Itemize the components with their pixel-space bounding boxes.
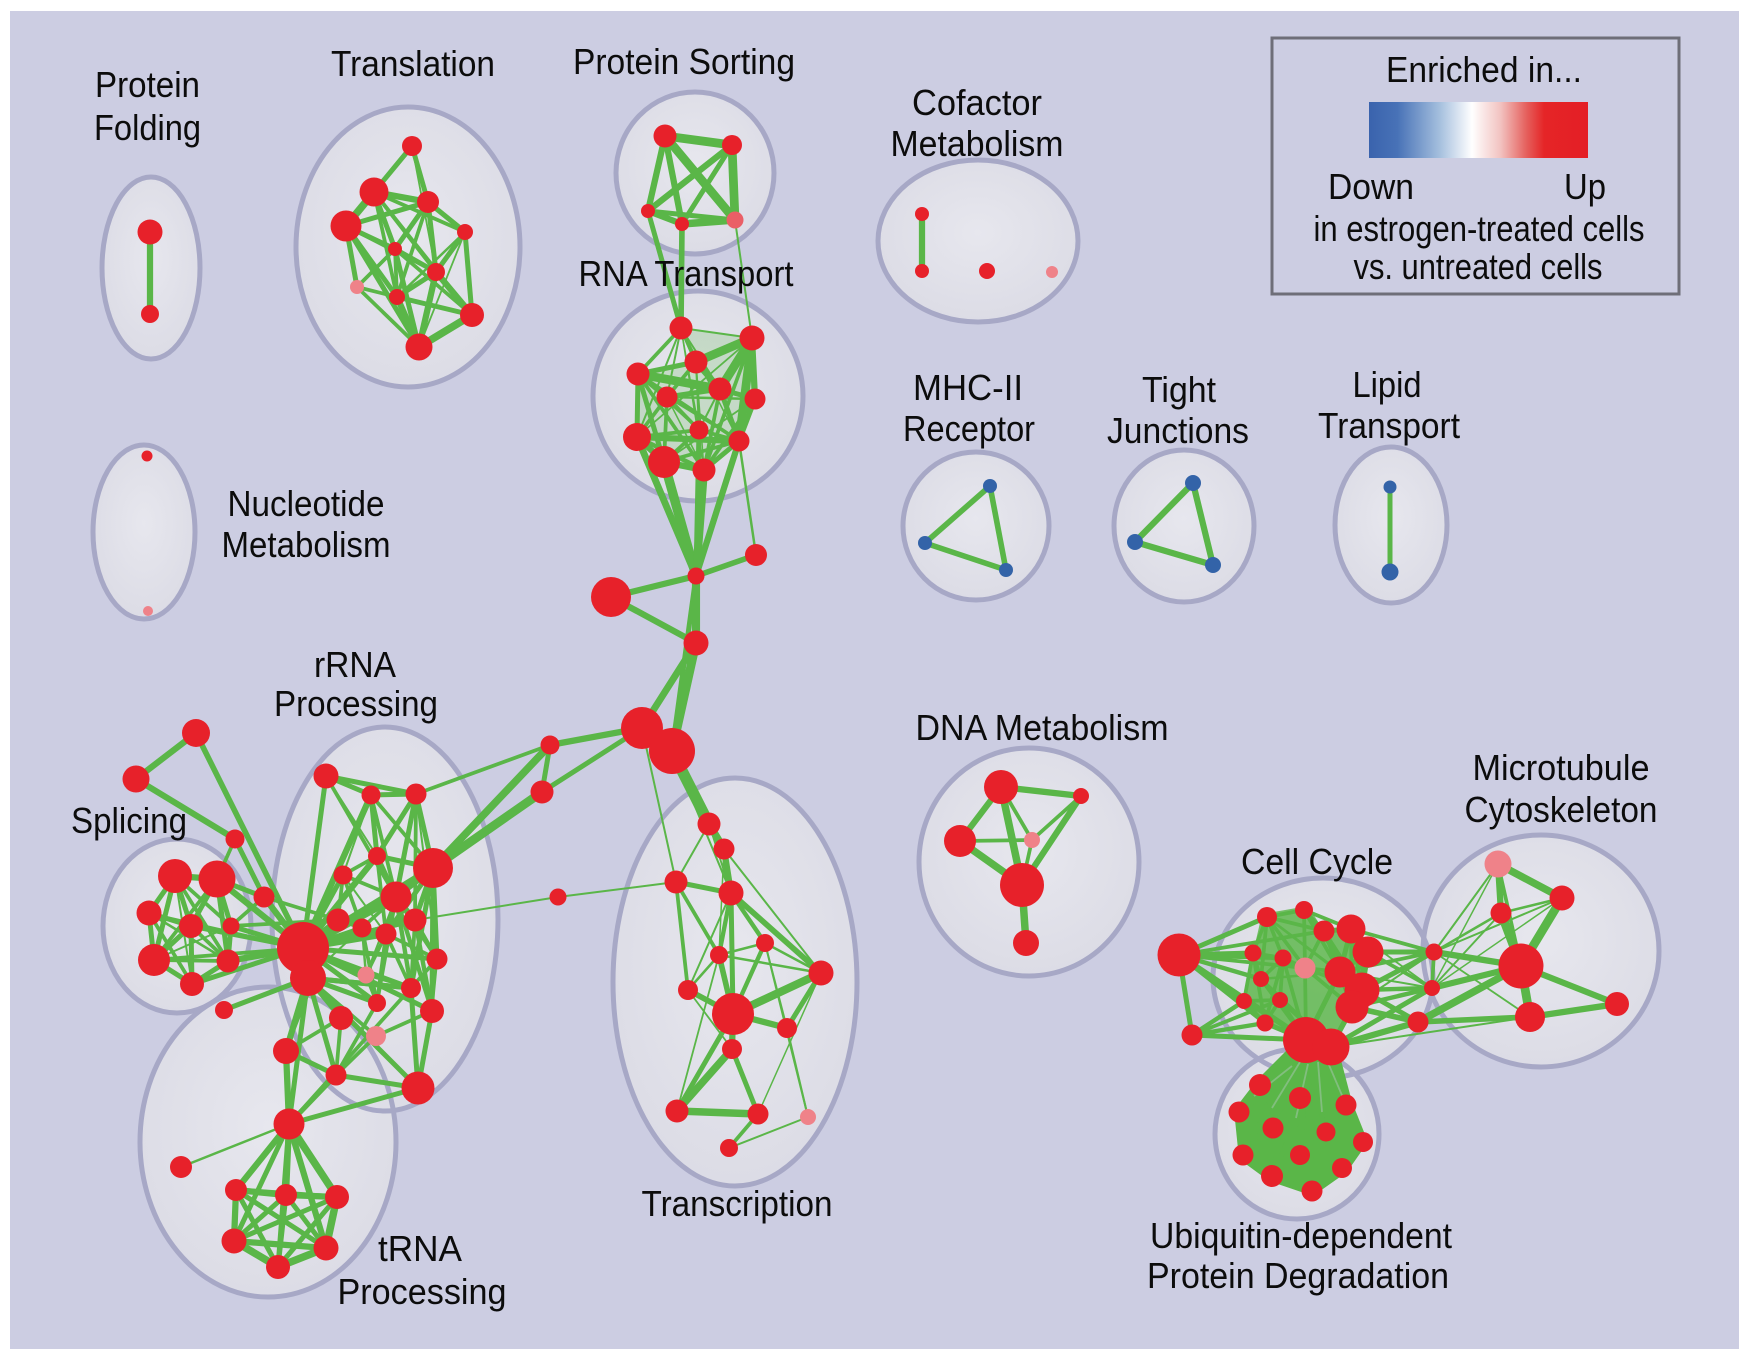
svg-text:Processing: Processing xyxy=(338,1271,507,1312)
svg-text:Cofactor: Cofactor xyxy=(912,82,1042,123)
svg-text:Up: Up xyxy=(1564,166,1606,207)
svg-text:Ubiquitin-dependent: Ubiquitin-dependent xyxy=(1150,1215,1452,1256)
svg-text:Metabolism: Metabolism xyxy=(891,123,1064,164)
svg-text:rRNA: rRNA xyxy=(314,644,396,685)
svg-text:Down: Down xyxy=(1328,166,1414,207)
svg-text:Tight: Tight xyxy=(1142,369,1216,410)
svg-text:Protein Degradation: Protein Degradation xyxy=(1147,1255,1449,1296)
svg-text:Cytoskeleton: Cytoskeleton xyxy=(1465,789,1658,830)
svg-text:Receptor: Receptor xyxy=(903,408,1035,449)
svg-text:Transport: Transport xyxy=(1318,405,1460,446)
svg-text:RNA Transport: RNA Transport xyxy=(579,253,794,294)
svg-text:Protein: Protein xyxy=(95,64,200,105)
svg-text:DNA Metabolism: DNA Metabolism xyxy=(916,707,1169,748)
svg-text:Folding: Folding xyxy=(94,107,201,148)
svg-text:Metabolism: Metabolism xyxy=(222,524,391,565)
svg-text:Protein Sorting: Protein Sorting xyxy=(573,41,795,82)
svg-text:in estrogen-treated cells: in estrogen-treated cells xyxy=(1314,208,1645,249)
svg-text:MHC-II: MHC-II xyxy=(913,367,1023,408)
svg-text:tRNA: tRNA xyxy=(378,1228,462,1269)
svg-text:Enriched in...: Enriched in... xyxy=(1386,49,1582,90)
svg-text:Microtubule: Microtubule xyxy=(1473,747,1650,788)
svg-text:Junctions: Junctions xyxy=(1107,410,1249,451)
svg-text:vs. untreated cells: vs. untreated cells xyxy=(1354,246,1603,287)
svg-text:Nucleotide: Nucleotide xyxy=(228,483,385,524)
svg-text:Translation: Translation xyxy=(331,43,495,84)
svg-text:Splicing: Splicing xyxy=(71,800,187,841)
svg-text:Processing: Processing xyxy=(274,683,438,724)
svg-text:Transcription: Transcription xyxy=(642,1183,833,1224)
svg-text:Cell Cycle: Cell Cycle xyxy=(1241,841,1393,882)
svg-text:Lipid: Lipid xyxy=(1353,364,1422,405)
